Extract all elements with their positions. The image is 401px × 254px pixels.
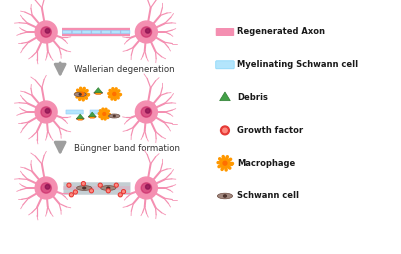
Ellipse shape <box>88 116 96 118</box>
Circle shape <box>141 183 152 193</box>
Circle shape <box>73 190 77 194</box>
Circle shape <box>107 190 109 192</box>
Circle shape <box>221 126 229 135</box>
Ellipse shape <box>94 92 103 94</box>
FancyBboxPatch shape <box>101 30 110 34</box>
Circle shape <box>118 193 122 197</box>
Text: Growth factor: Growth factor <box>237 126 304 135</box>
FancyBboxPatch shape <box>92 30 101 34</box>
FancyBboxPatch shape <box>111 30 120 34</box>
Circle shape <box>83 183 84 184</box>
Text: Debris: Debris <box>237 93 268 102</box>
Circle shape <box>114 183 118 187</box>
Text: Wallerian degeneration: Wallerian degeneration <box>74 65 175 74</box>
Circle shape <box>223 161 227 165</box>
Circle shape <box>45 28 50 33</box>
FancyBboxPatch shape <box>66 110 83 114</box>
Circle shape <box>223 128 227 133</box>
Ellipse shape <box>101 186 116 190</box>
Circle shape <box>45 185 50 189</box>
Circle shape <box>98 183 102 187</box>
Circle shape <box>146 28 150 33</box>
Ellipse shape <box>223 194 227 198</box>
Circle shape <box>146 185 150 189</box>
Circle shape <box>141 27 152 37</box>
Circle shape <box>115 184 117 186</box>
Circle shape <box>71 194 72 196</box>
Ellipse shape <box>74 92 86 97</box>
Polygon shape <box>77 114 84 119</box>
FancyBboxPatch shape <box>82 30 91 34</box>
Circle shape <box>123 191 124 193</box>
Circle shape <box>119 194 121 196</box>
Polygon shape <box>95 93 102 94</box>
Text: Myelinating Schwann cell: Myelinating Schwann cell <box>237 60 358 69</box>
Circle shape <box>79 91 85 97</box>
Circle shape <box>113 92 116 96</box>
Polygon shape <box>220 92 230 101</box>
FancyBboxPatch shape <box>216 61 234 69</box>
FancyBboxPatch shape <box>63 30 71 34</box>
Circle shape <box>67 183 71 187</box>
Circle shape <box>81 92 84 96</box>
Text: Schwann cell: Schwann cell <box>237 192 300 200</box>
Ellipse shape <box>77 186 92 190</box>
Circle shape <box>69 193 73 197</box>
Ellipse shape <box>109 114 120 118</box>
Circle shape <box>35 177 57 199</box>
Circle shape <box>91 190 92 192</box>
Circle shape <box>35 101 57 123</box>
Circle shape <box>99 184 101 186</box>
Ellipse shape <box>82 186 86 189</box>
FancyBboxPatch shape <box>72 30 81 34</box>
Circle shape <box>101 111 107 117</box>
Circle shape <box>136 177 157 199</box>
Ellipse shape <box>106 186 110 189</box>
Circle shape <box>122 190 126 194</box>
Circle shape <box>141 107 152 117</box>
Circle shape <box>89 189 93 193</box>
Polygon shape <box>77 119 83 120</box>
Circle shape <box>68 184 70 186</box>
Ellipse shape <box>76 118 84 120</box>
Polygon shape <box>89 117 95 118</box>
Circle shape <box>75 191 76 193</box>
Text: Regenerated Axon: Regenerated Axon <box>237 27 325 37</box>
Ellipse shape <box>217 193 233 199</box>
Circle shape <box>41 27 51 37</box>
Circle shape <box>103 113 106 115</box>
Circle shape <box>41 183 51 193</box>
Circle shape <box>136 101 157 123</box>
Circle shape <box>106 189 110 193</box>
Circle shape <box>45 108 50 113</box>
Circle shape <box>81 182 85 185</box>
FancyBboxPatch shape <box>121 30 130 34</box>
FancyBboxPatch shape <box>90 110 107 114</box>
Polygon shape <box>94 88 102 93</box>
Circle shape <box>35 21 57 43</box>
Ellipse shape <box>113 115 116 117</box>
Circle shape <box>41 107 51 117</box>
Text: Macrophage: Macrophage <box>237 159 296 168</box>
Circle shape <box>136 21 157 43</box>
Ellipse shape <box>79 93 82 96</box>
Polygon shape <box>89 112 96 117</box>
Circle shape <box>111 91 117 97</box>
Circle shape <box>221 159 229 167</box>
Text: Büngner band formation: Büngner band formation <box>74 144 180 153</box>
FancyBboxPatch shape <box>216 28 234 36</box>
Circle shape <box>146 108 150 113</box>
